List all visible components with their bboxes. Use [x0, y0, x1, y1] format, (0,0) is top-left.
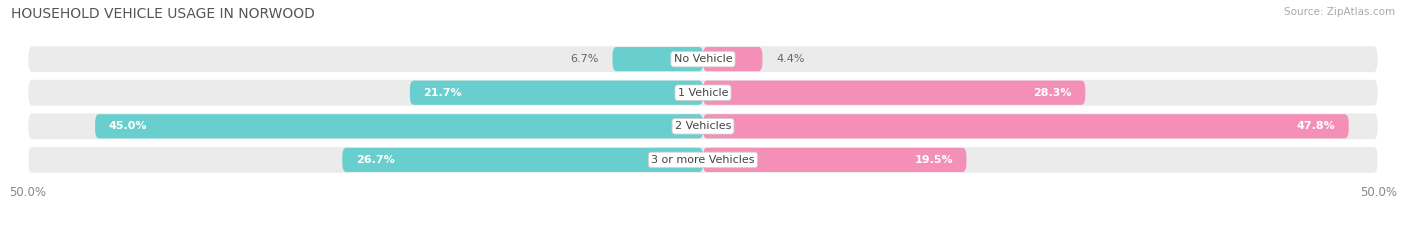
FancyBboxPatch shape [411, 81, 703, 105]
FancyBboxPatch shape [703, 114, 1348, 138]
Text: 26.7%: 26.7% [356, 155, 395, 165]
Text: HOUSEHOLD VEHICLE USAGE IN NORWOOD: HOUSEHOLD VEHICLE USAGE IN NORWOOD [11, 7, 315, 21]
Text: 4.4%: 4.4% [776, 54, 804, 64]
Text: 2 Vehicles: 2 Vehicles [675, 121, 731, 131]
Text: 1 Vehicle: 1 Vehicle [678, 88, 728, 98]
Text: 21.7%: 21.7% [423, 88, 463, 98]
FancyBboxPatch shape [28, 113, 1378, 140]
FancyBboxPatch shape [342, 148, 703, 172]
Text: 6.7%: 6.7% [571, 54, 599, 64]
Text: 45.0%: 45.0% [108, 121, 148, 131]
FancyBboxPatch shape [28, 146, 1378, 174]
Text: No Vehicle: No Vehicle [673, 54, 733, 64]
Text: 3 or more Vehicles: 3 or more Vehicles [651, 155, 755, 165]
Text: 47.8%: 47.8% [1296, 121, 1336, 131]
FancyBboxPatch shape [28, 45, 1378, 73]
Text: 28.3%: 28.3% [1033, 88, 1071, 98]
FancyBboxPatch shape [28, 79, 1378, 106]
FancyBboxPatch shape [96, 114, 703, 138]
FancyBboxPatch shape [703, 148, 966, 172]
FancyBboxPatch shape [703, 47, 762, 71]
Text: Source: ZipAtlas.com: Source: ZipAtlas.com [1284, 7, 1395, 17]
FancyBboxPatch shape [703, 81, 1085, 105]
Text: 19.5%: 19.5% [914, 155, 953, 165]
FancyBboxPatch shape [613, 47, 703, 71]
